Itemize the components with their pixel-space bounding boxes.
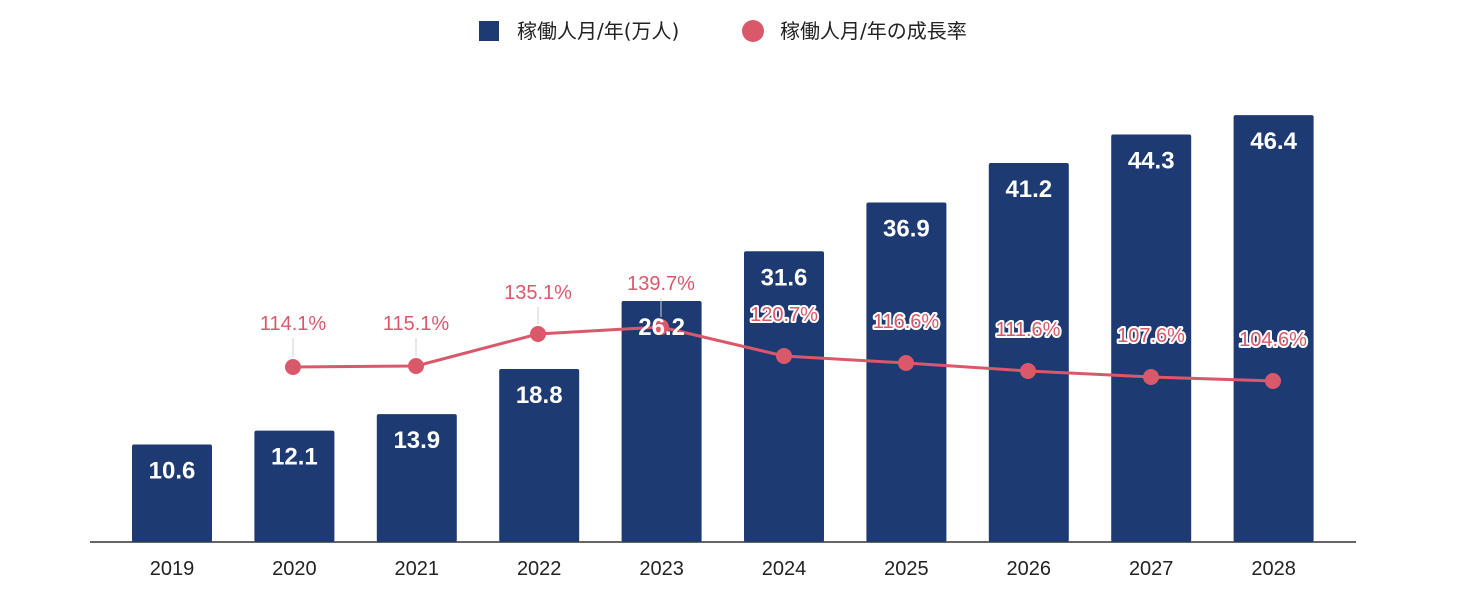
rate-point-2025 — [898, 355, 914, 371]
bar-value-label-2019: 10.6 — [149, 457, 196, 484]
bar-2027 — [1111, 134, 1192, 542]
bars-layer — [132, 115, 1314, 543]
x-tick-label-2022: 2022 — [517, 558, 562, 580]
labels-layer: 10.6 2019 12.1 2020 13.9 2021 18.8 2022 26.2 2023… — [149, 128, 1309, 580]
rate-value-label-2021: 115.1% — [383, 313, 450, 335]
bar-value-label-2027: 44.3 — [1128, 147, 1175, 174]
bar-2024 — [744, 251, 824, 542]
bar-value-label-2021: 13.9 — [393, 427, 440, 454]
rate-point-2024 — [776, 348, 792, 364]
rate-point-2022 — [530, 326, 546, 342]
bar-value-label-2028: 46.4 — [1250, 128, 1297, 155]
legend-swatch-bars — [479, 21, 499, 41]
bar-2025 — [866, 202, 947, 542]
rate-point-2026 — [1020, 363, 1036, 379]
rate-point-2020 — [285, 359, 301, 375]
bar-value-label-2024: 31.6 — [761, 264, 808, 291]
x-tick-label-2021: 2021 — [395, 558, 440, 580]
x-tick-label-2023: 2023 — [639, 558, 684, 580]
bar-2028 — [1233, 115, 1314, 543]
rate-value-label-2028: 104.6% — [1239, 329, 1307, 351]
bar-value-label-2022: 18.8 — [516, 382, 563, 409]
rate-value-label-2027: 107.6% — [1117, 325, 1185, 347]
legend-swatch-line — [742, 20, 764, 42]
bar-2020 — [254, 430, 335, 542]
rate-value-label-2025: 116.6% — [873, 311, 940, 333]
rate-value-label-2022: 135.1% — [504, 282, 572, 304]
x-tick-label-2024: 2024 — [762, 558, 807, 580]
rate-point-2021 — [408, 358, 424, 374]
bar-2021 — [376, 414, 457, 542]
rate-value-label-2024: 120.7% — [750, 304, 818, 326]
bar-2019 — [132, 444, 212, 542]
legend-label-line: 稼働人月/年の成長率 — [780, 19, 967, 43]
bar-value-label-2023: 26.2 — [638, 314, 685, 341]
rate-point-2027 — [1143, 369, 1159, 385]
rate-value-label-2026: 111.6% — [996, 319, 1061, 341]
x-tick-label-2019: 2019 — [150, 558, 195, 580]
bar-2023 — [621, 300, 702, 542]
legend-label-bars: 稼働人月/年(万人) — [517, 19, 679, 43]
rate-value-label-2023: 139.7% — [627, 273, 695, 295]
growth-line-layer — [285, 298, 1281, 389]
bar-2022 — [499, 369, 580, 542]
x-tick-label-2027: 2027 — [1129, 558, 1174, 580]
bar-value-label-2020: 12.1 — [271, 444, 318, 471]
rate-point-2028 — [1265, 373, 1281, 389]
bar-2026 — [988, 162, 1069, 542]
x-tick-label-2028: 2028 — [1251, 558, 1296, 580]
x-tick-label-2026: 2026 — [1007, 558, 1052, 580]
rate-value-label-2020: 114.1% — [260, 313, 327, 335]
x-tick-label-2020: 2020 — [272, 558, 317, 580]
x-tick-label-2025: 2025 — [884, 558, 929, 580]
bar-value-label-2025: 36.9 — [883, 216, 930, 243]
legend: 稼働人月/年(万人) 稼働人月/年の成長率 — [479, 19, 967, 43]
rate-point-2023 — [653, 319, 669, 335]
bar-value-label-2026: 41.2 — [1005, 176, 1052, 203]
